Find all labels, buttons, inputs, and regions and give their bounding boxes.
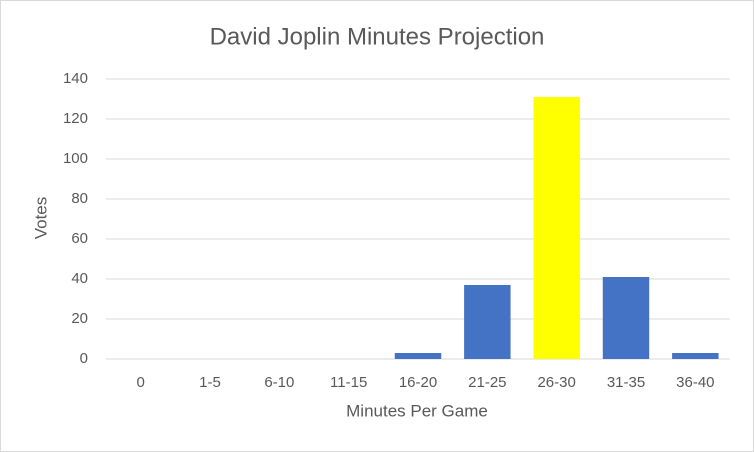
y-tick-label: 80 bbox=[71, 190, 88, 207]
x-tick-label: 16-20 bbox=[399, 374, 437, 391]
y-tick-label: 0 bbox=[80, 350, 88, 367]
x-tick-label: 6-10 bbox=[264, 374, 294, 391]
y-axis-label: Votes bbox=[31, 197, 50, 240]
y-tick-label: 140 bbox=[63, 70, 88, 87]
x-tick-label: 21-25 bbox=[468, 374, 506, 391]
bar bbox=[394, 353, 442, 359]
x-tick-label: 31-35 bbox=[607, 374, 645, 391]
chart-title: David Joplin Minutes Projection bbox=[210, 23, 545, 50]
x-tick-label: 11-15 bbox=[330, 374, 367, 391]
bar bbox=[464, 285, 511, 359]
y-tick-label: 100 bbox=[63, 150, 88, 167]
x-tick-label: 26-30 bbox=[537, 374, 575, 391]
y-tick-label: 40 bbox=[71, 270, 88, 287]
x-tick-label: 36-40 bbox=[676, 374, 714, 391]
y-tick-label: 20 bbox=[71, 310, 88, 327]
y-tick-label: 60 bbox=[71, 230, 88, 247]
x-tick-label: 0 bbox=[136, 374, 144, 391]
x-tick-label: 1-5 bbox=[199, 374, 221, 391]
bar bbox=[602, 277, 650, 359]
bar bbox=[672, 353, 719, 359]
x-axis-label: Minutes Per Game bbox=[346, 401, 488, 420]
bar bbox=[533, 97, 580, 359]
y-tick-label: 120 bbox=[63, 110, 88, 127]
